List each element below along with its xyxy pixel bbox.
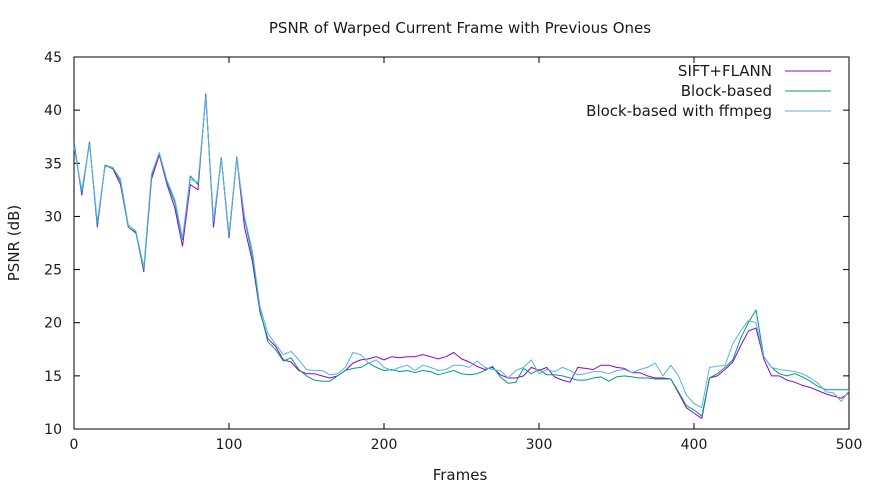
y-tick-label: 25: [44, 263, 62, 279]
x-tick-label: 500: [836, 437, 863, 453]
plot-frame: [73, 56, 850, 430]
x-tick-label: 100: [216, 437, 243, 453]
x-axis-label: Frames: [433, 466, 488, 484]
y-axis-label: PSNR (dB): [5, 205, 23, 282]
x-tick-label: 0: [70, 437, 79, 453]
x-tick-label: 400: [681, 437, 708, 453]
y-tick-label: 15: [44, 369, 62, 385]
y-tick-label: 40: [44, 103, 62, 119]
plot-area: 0 100 200 300 400 500 10 15 20 25 30 35 40 45 SIFT+FLA…: [44, 50, 862, 453]
x-tick-label: 200: [371, 437, 398, 453]
y-tick-label: 45: [44, 50, 62, 66]
legend-label-2: Block-based: [681, 82, 772, 100]
y-tick-label: 30: [44, 209, 62, 225]
y-tick-label: 20: [44, 316, 62, 332]
y-tick-label: 10: [44, 422, 62, 438]
chart-title: PSNR of Warped Current Frame with Previo…: [269, 19, 651, 37]
legend-label-1: SIFT+FLANN: [678, 62, 772, 80]
x-tick-label: 300: [526, 437, 553, 453]
series-line-3: [73, 96, 850, 409]
legend-label-3: Block-based with ffmpeg: [586, 102, 772, 120]
y-tick-label: 35: [44, 156, 62, 172]
